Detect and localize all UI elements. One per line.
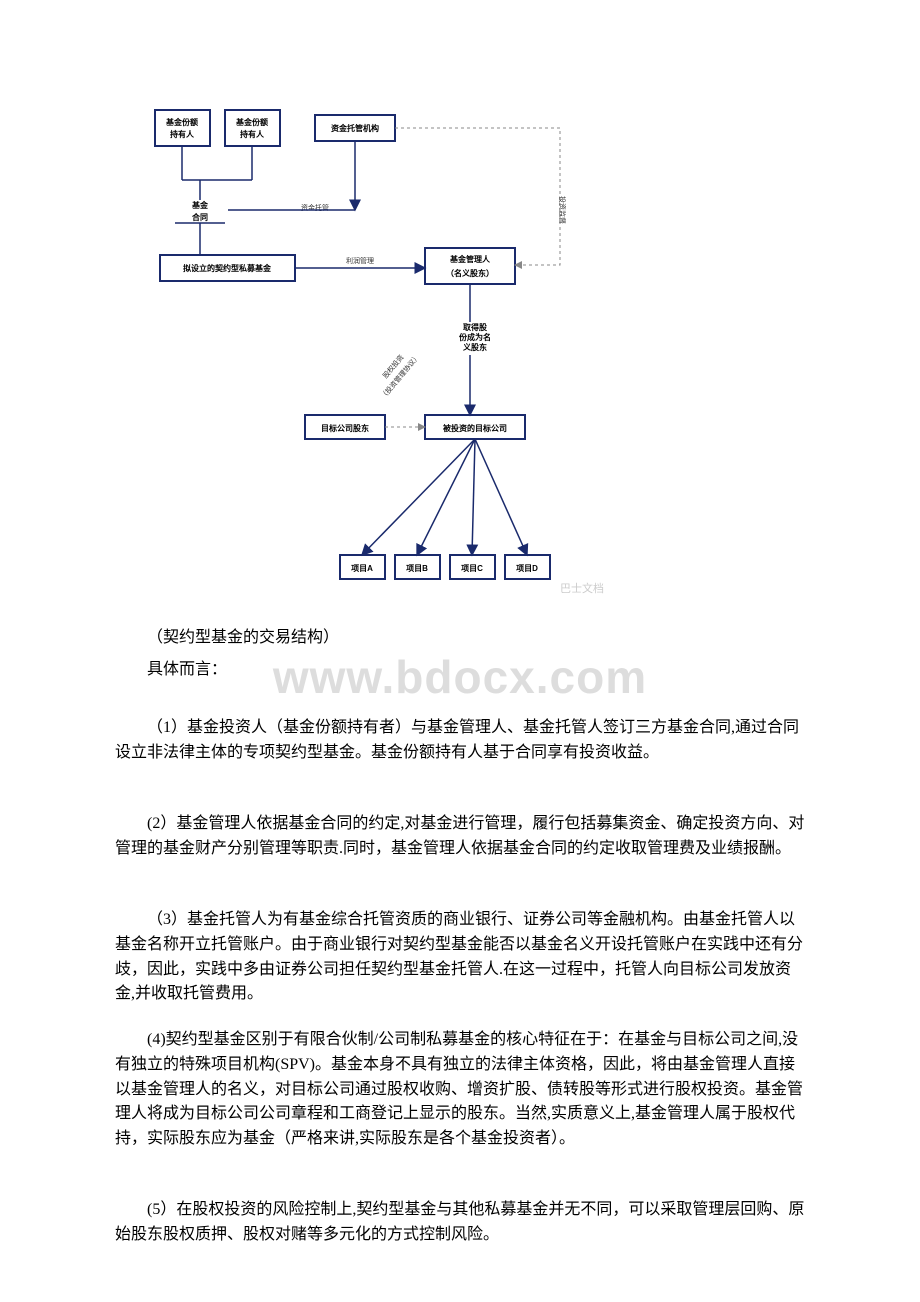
node-projd: 项目D xyxy=(516,564,538,573)
node-holder2-l2: 持有人 xyxy=(240,129,265,139)
intro-text: 具体而言： xyxy=(115,658,810,683)
node-holding-l1: 取得股 xyxy=(463,322,487,332)
node-holding-l2: 份成为名 xyxy=(459,332,491,342)
node-projc: 项目C xyxy=(461,564,483,573)
flowchart-diagram: 基金份额 持有人 基金份额 持有人 资金托管机构 基金 合同 拟设立的契约型私募… xyxy=(140,100,800,600)
node-custodian: 资金托管机构 xyxy=(331,123,379,133)
node-manager-l1: 基金管理人 xyxy=(449,254,491,264)
node-contract-l2: 合同 xyxy=(191,212,208,222)
edge-supervision: 投资监督 xyxy=(558,196,567,224)
paragraph-2: (2）基金管理人依据基金合同的约定,对基金进行管理，履行包括募集资金、确定投资方… xyxy=(115,812,810,862)
node-holding-l3: 义股东 xyxy=(462,342,487,352)
node-holder1-l2: 持有人 xyxy=(170,129,195,139)
node-holder1-l1: 基金份额 xyxy=(165,117,198,127)
watermark-small: 巴士文档 xyxy=(560,580,604,596)
node-projb: 项目B xyxy=(406,564,428,573)
paragraph-4: (4)契约型基金区别于有限合伙制/公司制私募基金的核心特征在于：在基金与目标公司… xyxy=(115,1028,810,1152)
paragraph-3: （3）基金托管人为有基金综合托管资质的商业银行、证券公司等金融机构。由基金托管人… xyxy=(115,908,810,1007)
paragraph-1: （1）基金投资人（基金份额持有者）与基金管理人、基金托管人签订三方基金合同,通过… xyxy=(115,716,810,766)
node-target: 被投资的目标公司 xyxy=(443,423,507,433)
node-contract-l1: 基金 xyxy=(191,200,209,210)
node-manager-l2: （名义股东） xyxy=(446,268,494,278)
diagram-caption: （契约型基金的交易结构） xyxy=(115,626,810,651)
node-proja: 项目A xyxy=(351,564,373,573)
edge-return: 利润管理 xyxy=(346,256,374,265)
node-holder2-l1: 基金份额 xyxy=(235,117,268,127)
node-other-sh: 目标公司股东 xyxy=(321,423,369,433)
paragraph-5: (5）在股权投资的风险控制上,契约型基金与其他私募基金并无不同，可以采取管理层回… xyxy=(115,1198,810,1248)
node-fund: 拟设立的契约型私募基金 xyxy=(183,263,272,273)
